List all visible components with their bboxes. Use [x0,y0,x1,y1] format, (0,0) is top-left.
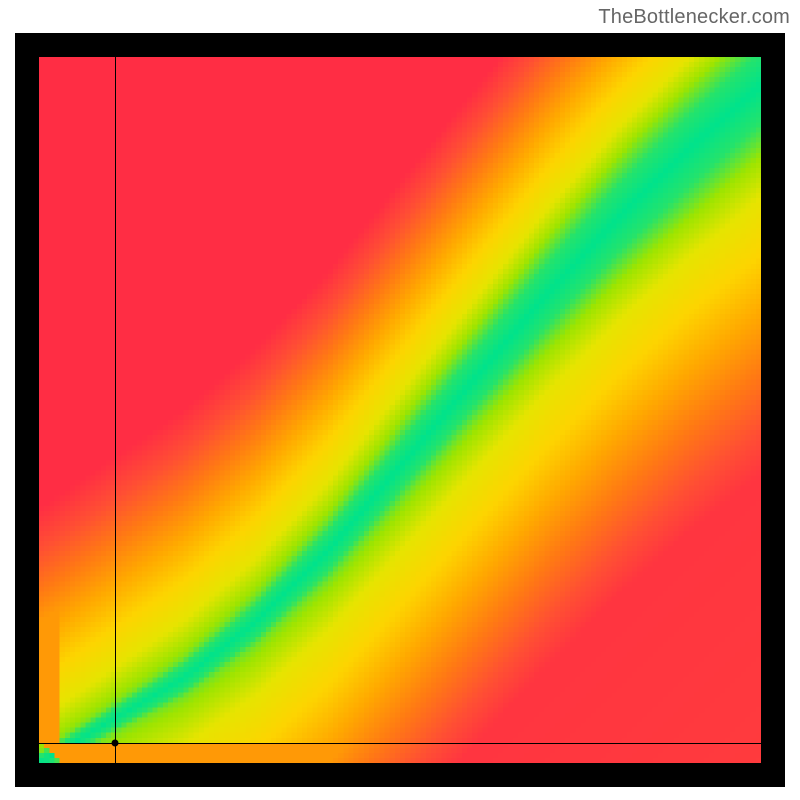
chart-frame [15,33,785,787]
heatmap-canvas [39,57,761,763]
credit-text: TheBottlenecker.com [0,0,800,33]
crosshair-vertical [115,57,116,763]
crosshair-horizontal [39,743,761,744]
crosshair-dot [111,740,118,747]
heatmap-plot [39,57,761,763]
